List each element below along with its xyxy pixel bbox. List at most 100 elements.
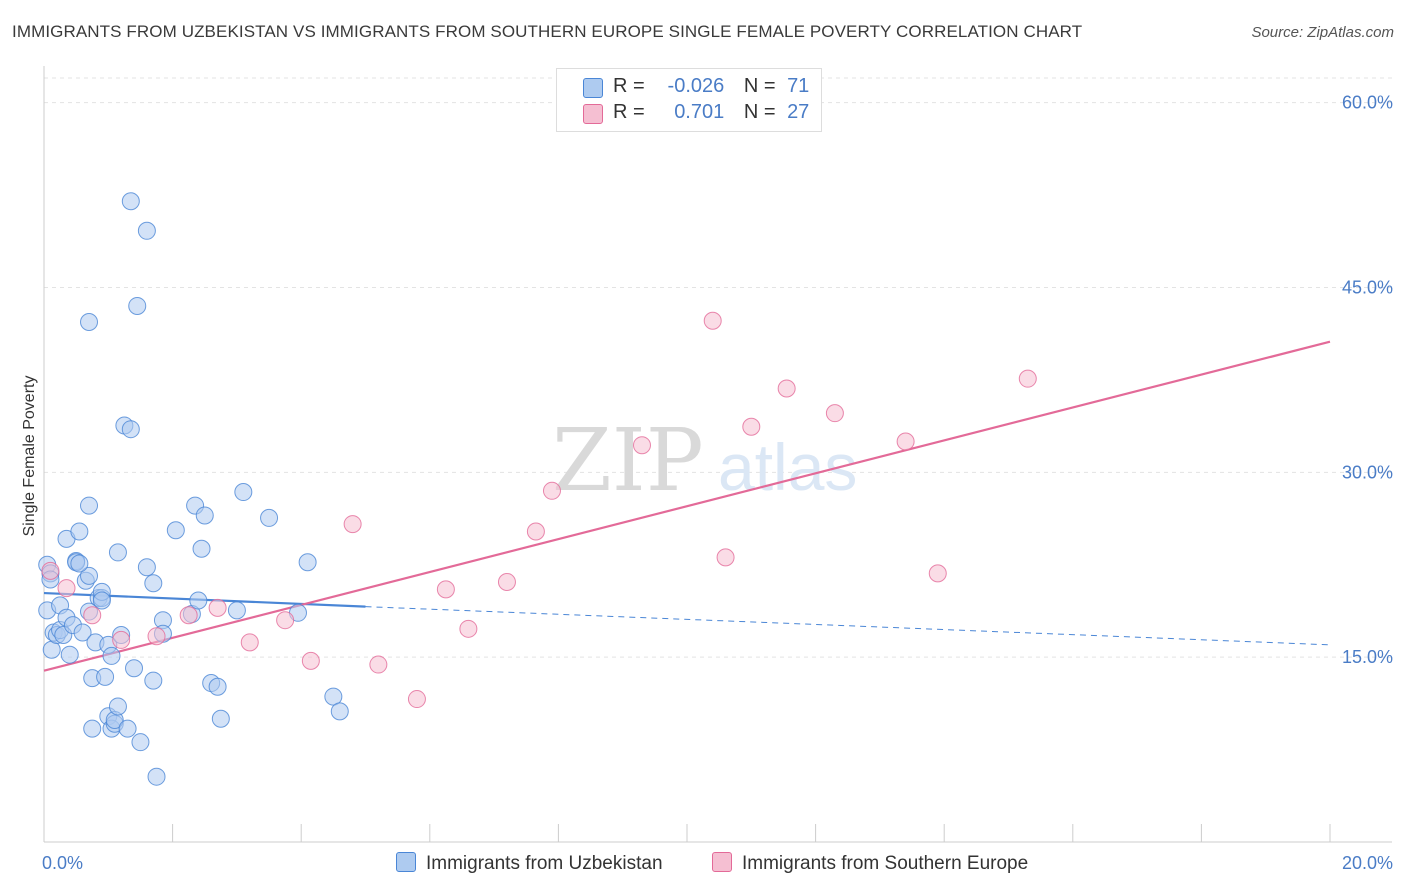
data-point-uzbekistan [102,646,121,665]
data-point-southern-europe [825,404,844,423]
data-point-uzbekistan [73,623,92,642]
chart-title: IMMIGRANTS FROM UZBEKISTAN VS IMMIGRANTS… [12,22,1083,41]
data-point-southern-europe [343,515,362,534]
bottom-legend-label: Immigrants from Uzbekistan [426,853,663,874]
y-tick-label: 60.0% [1342,93,1393,113]
data-point-uzbekistan [80,312,99,331]
data-point-uzbekistan [260,508,279,527]
blue-swatch [396,852,416,872]
correlation-legend: R = -0.026 N = 71 R = 0.701 N = 27 [556,68,822,132]
x-tick-label: 0.0% [42,853,83,873]
data-point-uzbekistan [147,767,166,786]
y-tick-label: 15.0% [1342,647,1393,667]
data-point-southern-europe [208,598,227,617]
data-point-southern-europe [369,655,388,674]
pink-swatch [583,104,603,124]
source-label: Source: ZipAtlas.com [1251,24,1394,41]
bottom-legend-southern-europe: Immigrants from Southern Europe [712,852,1028,875]
data-point-uzbekistan [192,539,211,558]
data-point-southern-europe [497,572,516,591]
data-point-southern-europe [112,630,131,649]
axes [43,66,1392,843]
data-point-southern-europe [716,548,735,567]
data-point-southern-europe [83,606,102,625]
data-point-uzbekistan [211,709,230,728]
data-point-southern-europe [632,436,651,455]
y-tick-label: 30.0% [1342,462,1393,482]
gridlines [44,77,1392,658]
data-point-uzbekistan [137,558,156,577]
data-point-uzbekistan [108,697,127,716]
data-point-southern-europe [179,606,198,625]
data-point-southern-europe [41,561,60,580]
y-tick-labels: 15.0% 30.0% 45.0% 60.0% [1342,93,1393,668]
bottom-legend-label: Immigrants from Southern Europe [742,853,1029,874]
n-label: N = [743,101,776,123]
y-tick-label: 45.0% [1342,277,1393,297]
data-point-southern-europe [742,417,761,436]
trend-lines [43,340,1331,672]
data-point-uzbekistan [80,496,99,515]
data-point-southern-europe [147,627,166,646]
data-point-uzbekistan [92,591,111,610]
data-point-southern-europe [459,619,478,638]
data-point-uzbekistan [330,702,349,721]
n-value: 27 [787,101,810,123]
data-point-southern-europe [276,611,295,630]
data-point-southern-europe [928,564,947,583]
bottom-legend-uzbekistan: Immigrants from Uzbekistan [396,852,663,875]
data-point-uzbekistan [125,659,144,678]
r-value: -0.026 [667,75,725,97]
data-point-uzbekistan [144,574,163,593]
data-point-uzbekistan [208,677,227,696]
data-point-southern-europe [777,379,796,398]
watermark-zip: ZIP [552,411,704,511]
legend-text: R = 0.701 N = 27 [613,101,809,124]
legend-text: R = -0.026 N = 71 [613,75,809,98]
data-point-uzbekistan [189,591,208,610]
data-point-southern-europe [703,311,722,330]
data-point-southern-europe [896,432,915,451]
data-point-uzbekistan [234,483,253,502]
data-point-southern-europe [240,633,259,652]
data-point-uzbekistan [70,554,89,573]
data-point-uzbekistan [131,733,150,752]
data-point-uzbekistan [298,553,317,572]
data-point-uzbekistan [96,667,115,686]
data-point-uzbekistan [195,506,214,525]
data-point-uzbekistan [144,671,163,690]
n-label: N = [743,75,776,97]
trend-line-solid [43,340,1331,672]
data-point-uzbekistan [227,601,246,620]
r-value: 0.701 [674,101,725,123]
data-point-southern-europe [436,580,455,599]
data-point-southern-europe [542,481,561,500]
pink-swatch [712,852,732,872]
data-point-uzbekistan [60,645,79,664]
r-label: R = [613,101,645,123]
data-point-uzbekistan [166,521,185,540]
data-point-southern-europe [57,579,76,598]
x-tick-labels: 0.0% 20.0% [42,853,1393,873]
x-tick-label: 20.0% [1342,853,1393,873]
data-point-uzbekistan [83,719,102,738]
data-point-uzbekistan [70,522,89,541]
data-point-southern-europe [1018,369,1037,388]
data-point-uzbekistan [121,420,140,439]
data-point-uzbekistan [128,296,147,315]
data-points [38,192,1037,786]
data-point-southern-europe [407,690,426,709]
blue-swatch [583,78,603,98]
data-point-southern-europe [301,651,320,670]
data-point-uzbekistan [80,566,99,585]
data-point-southern-europe [526,522,545,541]
data-point-uzbekistan [121,192,140,211]
data-point-uzbekistan [118,719,137,738]
data-point-uzbekistan [137,221,156,240]
r-label: R = [613,75,645,97]
trend-line-dashed [365,606,1331,646]
data-point-uzbekistan [108,543,127,562]
n-value: 71 [787,75,810,97]
y-axis-label: Single Female Poverty [21,376,38,537]
